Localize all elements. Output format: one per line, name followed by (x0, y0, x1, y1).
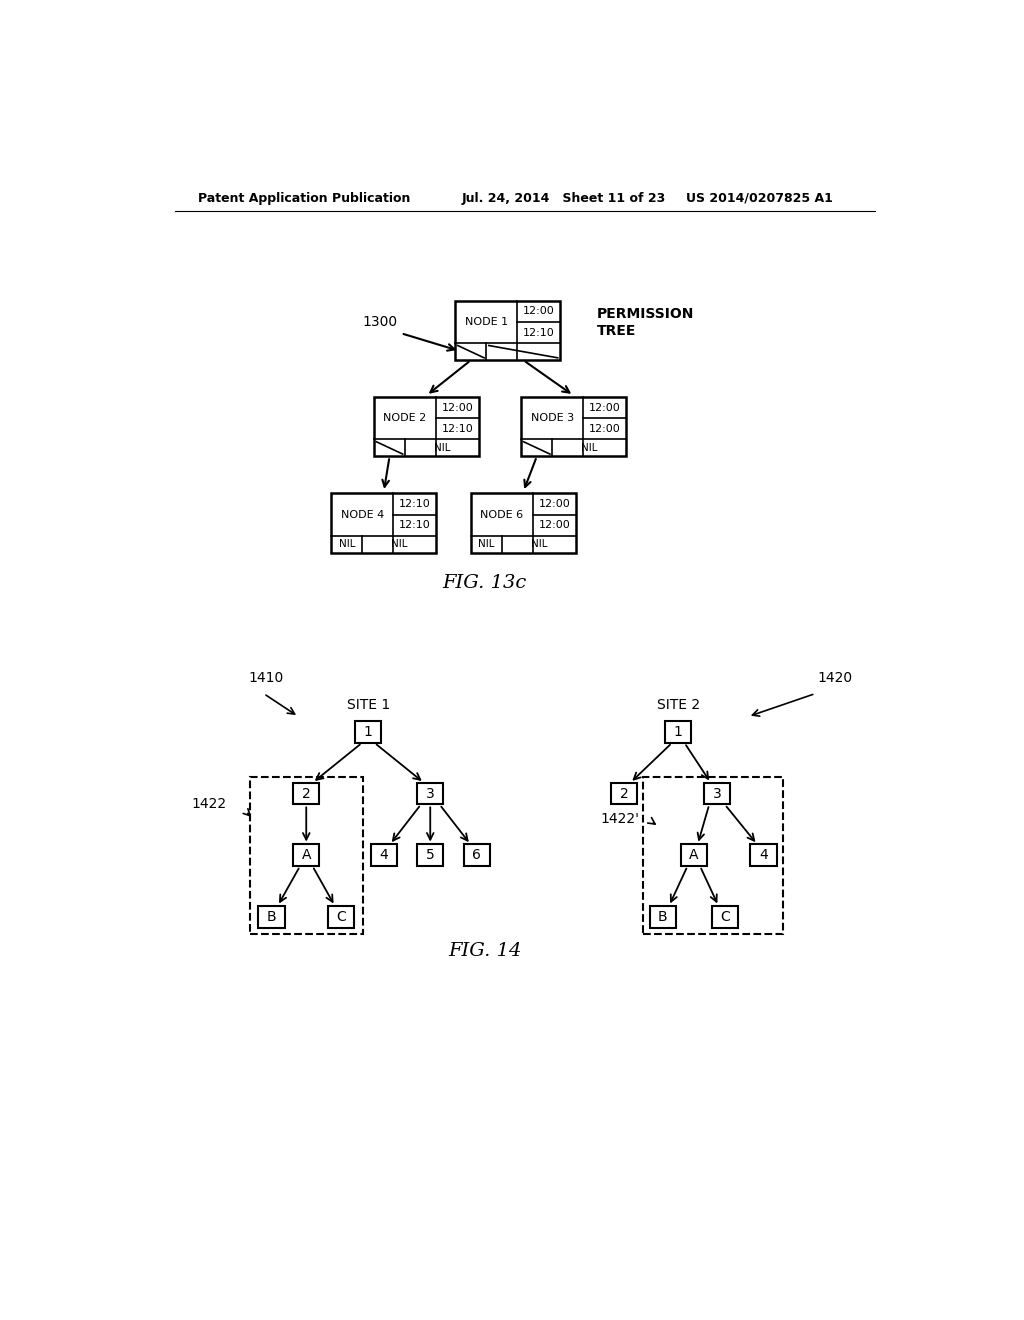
Bar (464, 845, 489, 866)
Text: 12:00: 12:00 (523, 306, 555, 317)
Bar (332, 494, 436, 553)
Text: 12:10: 12:10 (441, 424, 473, 434)
Text: 12:00: 12:00 (539, 499, 570, 510)
Text: NIL: NIL (433, 444, 451, 453)
Text: 12:00: 12:00 (589, 424, 621, 434)
Text: FIG. 13c: FIG. 13c (442, 574, 526, 593)
Text: SITE 1: SITE 1 (347, 698, 390, 711)
Bar (374, 397, 478, 457)
Text: 12:10: 12:10 (399, 520, 431, 531)
Bar (471, 494, 575, 553)
Text: 1: 1 (674, 725, 683, 739)
Text: 1420: 1420 (818, 671, 853, 685)
Text: 2: 2 (620, 787, 629, 801)
Text: NODE 4: NODE 4 (341, 510, 384, 520)
Text: C: C (720, 909, 730, 924)
Text: 1422': 1422' (600, 812, 640, 826)
Bar (649, 906, 676, 928)
Bar (681, 845, 707, 866)
Text: A: A (689, 849, 698, 862)
Text: NODE 1: NODE 1 (465, 317, 508, 327)
Bar (712, 906, 738, 928)
Bar (751, 845, 776, 866)
Text: 1300: 1300 (362, 315, 397, 330)
Bar (355, 721, 381, 743)
Bar (293, 845, 319, 866)
Bar (328, 906, 354, 928)
Text: B: B (266, 909, 276, 924)
Text: 12:00: 12:00 (539, 520, 570, 531)
Text: 1: 1 (364, 725, 373, 739)
Text: 3: 3 (426, 787, 434, 801)
Text: 12:10: 12:10 (399, 499, 431, 510)
Text: 12:10: 12:10 (523, 327, 555, 338)
Text: NIL: NIL (530, 539, 547, 549)
Text: Patent Application Publication: Patent Application Publication (198, 191, 411, 205)
Text: 4: 4 (379, 849, 388, 862)
Bar (643, 776, 783, 933)
Text: B: B (658, 909, 668, 924)
Text: NODE 6: NODE 6 (480, 510, 523, 520)
Bar (417, 845, 443, 866)
Text: NODE 2: NODE 2 (383, 413, 427, 424)
Text: NODE 3: NODE 3 (530, 413, 573, 424)
Bar (258, 906, 285, 928)
Text: 3: 3 (713, 787, 721, 801)
Text: NIL: NIL (339, 539, 355, 549)
Text: NIL: NIL (581, 444, 597, 453)
Bar (665, 721, 691, 743)
Text: A: A (301, 849, 311, 862)
Text: FIG. 14: FIG. 14 (447, 942, 521, 961)
Text: 1422: 1422 (191, 797, 226, 810)
Text: 12:00: 12:00 (441, 403, 473, 413)
Text: 1410: 1410 (248, 671, 284, 685)
Text: 5: 5 (426, 849, 434, 862)
Bar (417, 783, 443, 804)
Bar (521, 397, 626, 457)
Text: US 2014/0207825 A1: US 2014/0207825 A1 (686, 191, 833, 205)
Bar (371, 845, 397, 866)
Text: C: C (336, 909, 346, 924)
Text: NIL: NIL (478, 539, 495, 549)
Text: PERMISSION
TREE: PERMISSION TREE (597, 308, 694, 338)
Text: NIL: NIL (391, 539, 408, 549)
Text: Jul. 24, 2014   Sheet 11 of 23: Jul. 24, 2014 Sheet 11 of 23 (461, 191, 666, 205)
Bar (611, 783, 637, 804)
Bar (293, 783, 319, 804)
Text: SITE 2: SITE 2 (656, 698, 699, 711)
Text: 4: 4 (759, 849, 768, 862)
Bar (456, 301, 560, 360)
Bar (703, 783, 730, 804)
Text: 12:00: 12:00 (589, 403, 621, 413)
Bar (250, 776, 362, 933)
Text: 2: 2 (302, 787, 310, 801)
Text: 6: 6 (472, 849, 481, 862)
